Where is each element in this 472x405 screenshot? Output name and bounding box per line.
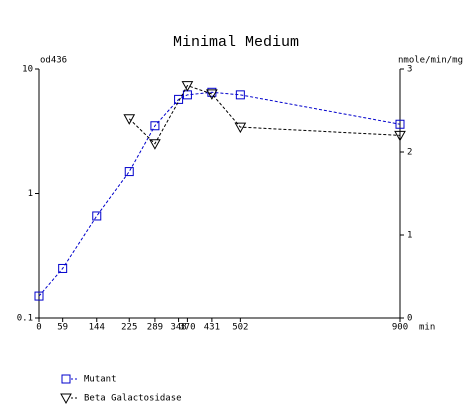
y-tick-label: 1	[28, 189, 33, 199]
x-tick-label: 289	[147, 323, 163, 333]
legend-label: Beta Galactosidase	[84, 394, 182, 404]
y-axis-label: od436	[40, 56, 67, 66]
marker	[149, 139, 161, 150]
marker	[394, 130, 406, 142]
series-line	[128, 84, 401, 145]
y2-tick-label: 1	[407, 231, 412, 241]
marker	[61, 374, 71, 384]
marker	[234, 122, 247, 134]
y2-tick-label: 2	[407, 148, 412, 158]
marker	[60, 393, 72, 405]
marker	[235, 90, 245, 100]
marker	[34, 291, 44, 301]
x-tick-label: 370	[179, 323, 195, 333]
marker	[206, 89, 218, 100]
y2-tick-label: 3	[407, 65, 412, 75]
x-tick-label: 0	[36, 323, 41, 333]
x-tick-label: 502	[232, 323, 248, 333]
x-tick-label: 900	[392, 323, 408, 333]
x-tick-label: 59	[57, 323, 68, 333]
marker	[181, 81, 194, 92]
marker	[395, 119, 405, 129]
x-tick-label: 431	[204, 323, 220, 333]
marker	[92, 211, 102, 221]
legend-label: Mutant	[84, 375, 117, 385]
marker	[123, 114, 136, 125]
y-tick-label: 0.1	[17, 314, 33, 324]
x-tick-label: 225	[121, 323, 137, 333]
series-line	[38, 91, 401, 297]
marker	[150, 121, 160, 131]
x-tick-label: 144	[89, 323, 105, 333]
x-axis-label: min	[419, 323, 435, 333]
x-tick-label: 348	[170, 323, 186, 333]
chart-title: Minimal Medium	[173, 34, 299, 51]
marker	[58, 263, 68, 273]
y-tick-label: 10	[22, 65, 33, 75]
marker	[174, 94, 184, 104]
y2-axis-label: nmole/min/mg	[398, 56, 463, 66]
marker	[124, 167, 134, 177]
y2-tick-label: 0	[407, 314, 412, 324]
